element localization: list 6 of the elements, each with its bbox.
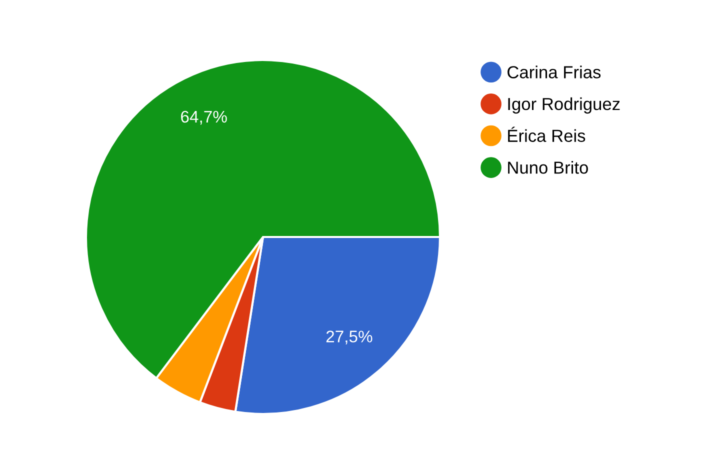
legend-label: Érica Reis: [508, 126, 586, 142]
legend-label: Carina Frias: [508, 66, 601, 78]
legend-label: Igor Rodriguez: [508, 97, 620, 114]
data-label: 64,7%: [181, 110, 227, 125]
legend-label: Nuno Brito: [508, 161, 588, 174]
data-label: 27,5%: [326, 330, 372, 344]
